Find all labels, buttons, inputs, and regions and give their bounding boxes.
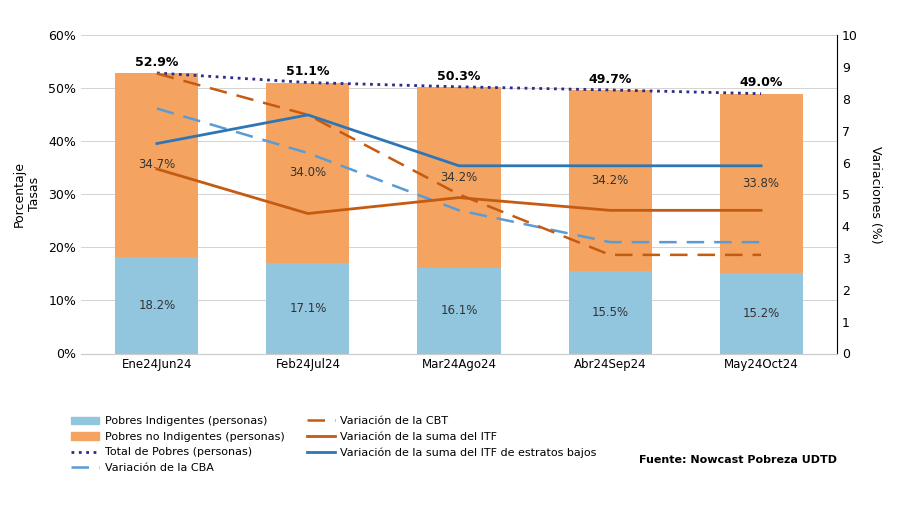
Bar	[569, 90, 652, 271]
Bar	[569, 271, 652, 353]
Bar	[720, 94, 803, 273]
Text: Fuente: Nowcast Pobreza UDTD: Fuente: Nowcast Pobreza UDTD	[639, 456, 837, 465]
Legend: Pobres Indigentes (personas), Pobres no Indigentes (personas), Total de Pobres (: Pobres Indigentes (personas), Pobres no …	[71, 416, 597, 473]
Bar	[266, 82, 349, 263]
Y-axis label: Porcentaje
Tasas: Porcentaje Tasas	[14, 162, 41, 227]
Bar	[115, 73, 198, 257]
Bar	[418, 268, 500, 354]
Text: 34.2%: 34.2%	[440, 171, 478, 184]
Text: 34.0%: 34.0%	[290, 166, 327, 179]
Bar	[418, 87, 500, 268]
Y-axis label: Variaciones (%): Variaciones (%)	[868, 145, 882, 243]
Text: 50.3%: 50.3%	[437, 70, 481, 82]
Text: 18.2%: 18.2%	[139, 299, 176, 312]
Bar	[720, 273, 803, 354]
Text: 17.1%: 17.1%	[289, 301, 327, 315]
Text: 49.7%: 49.7%	[589, 73, 632, 86]
Text: 33.8%: 33.8%	[742, 177, 779, 190]
Text: 15.2%: 15.2%	[742, 307, 779, 320]
Text: 49.0%: 49.0%	[740, 76, 783, 89]
Bar	[266, 263, 349, 354]
Text: 16.1%: 16.1%	[440, 305, 478, 317]
Text: 34.2%: 34.2%	[591, 174, 629, 187]
Text: 52.9%: 52.9%	[135, 56, 178, 69]
Text: 15.5%: 15.5%	[591, 306, 628, 319]
Bar	[115, 257, 198, 354]
Text: 51.1%: 51.1%	[286, 65, 329, 78]
Text: 34.7%: 34.7%	[139, 159, 176, 172]
